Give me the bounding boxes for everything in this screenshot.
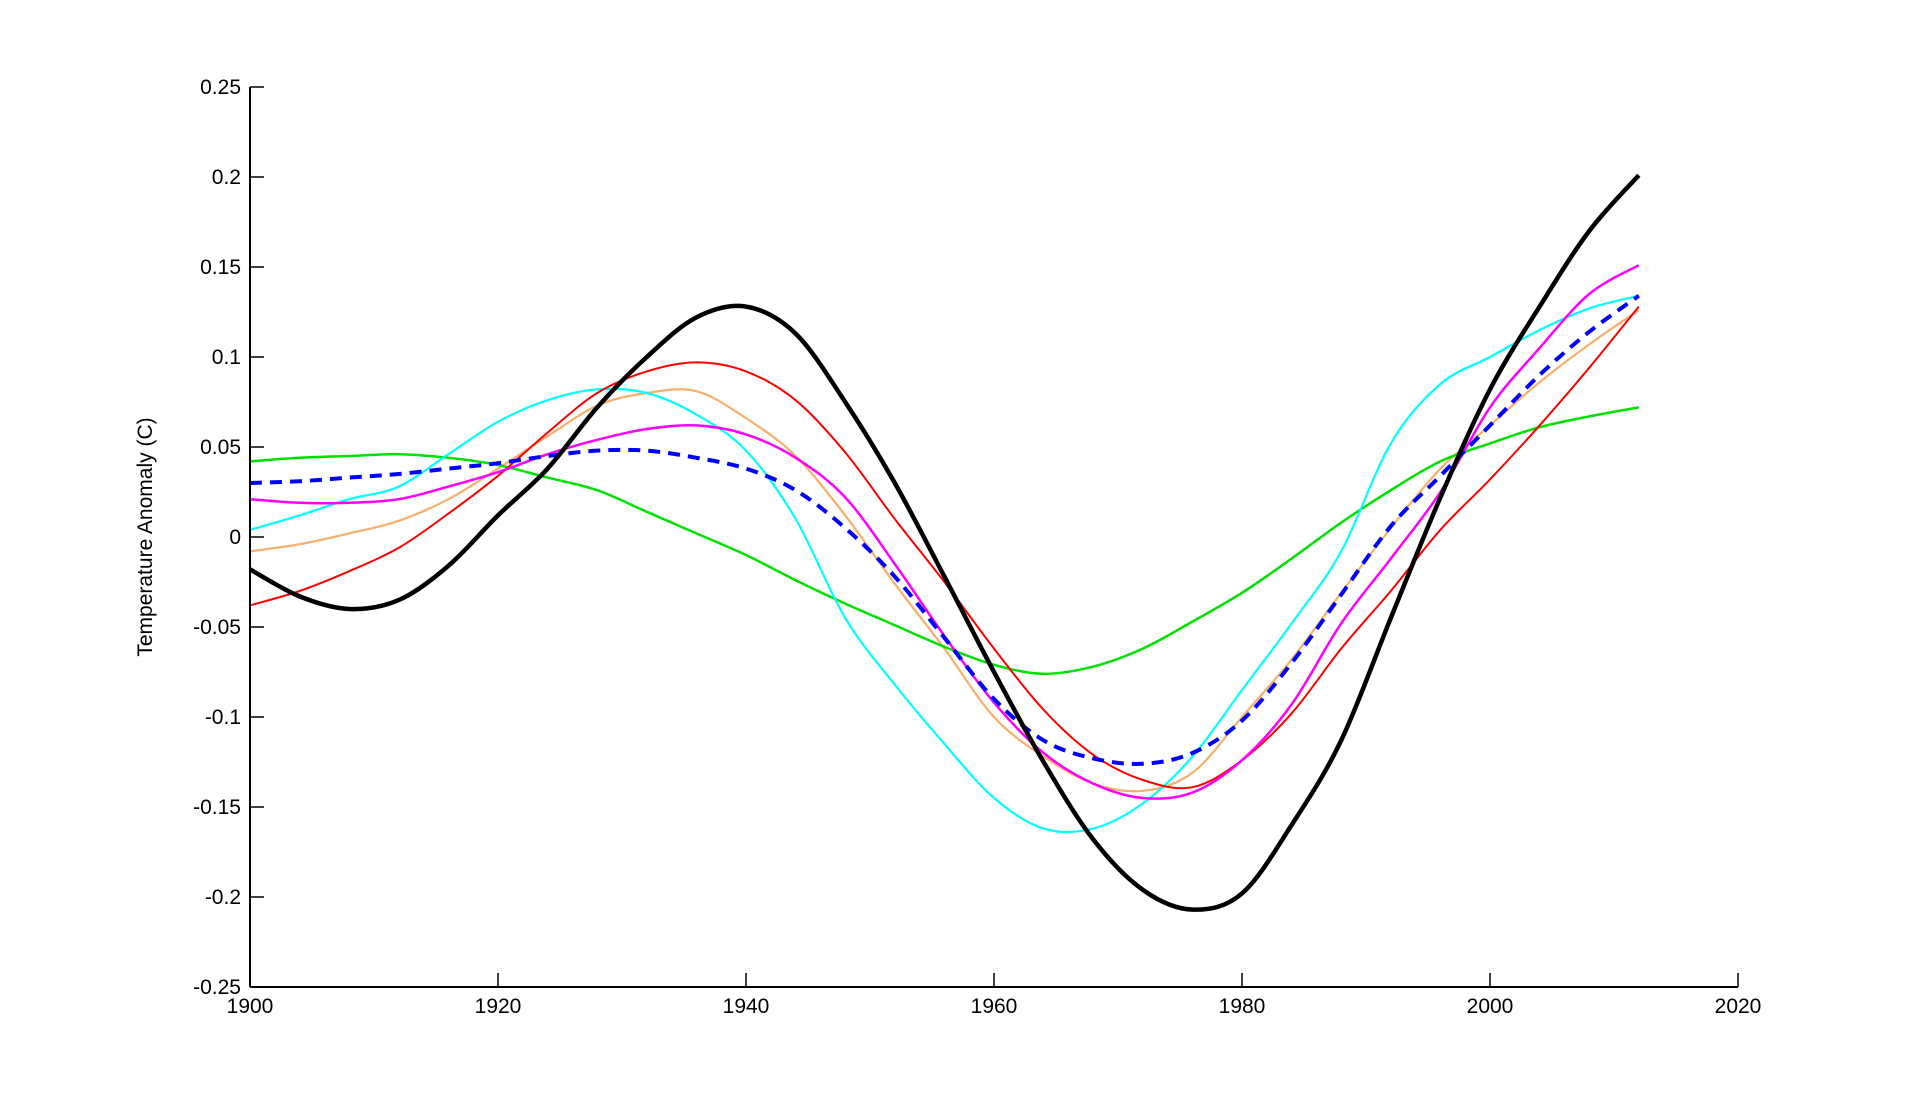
x-tick-label: 1960: [971, 995, 1018, 1018]
x-tick-label: 2000: [1467, 995, 1514, 1018]
y-tick-label: 0.1: [212, 346, 241, 369]
y-tick-label: -0.25: [193, 976, 241, 999]
y-tick-label: 0.2: [212, 166, 241, 189]
y-tick-label: -0.1: [205, 706, 241, 729]
series-green-line: [249, 406, 1640, 676]
x-tick-label: 2020: [1715, 995, 1762, 1018]
series-red-line: [249, 305, 1640, 790]
series-black-bold-line: [248, 173, 1641, 912]
y-tick-label: 0: [229, 526, 241, 549]
x-tick-label: 1920: [475, 995, 522, 1018]
x-tick-label: 1900: [227, 995, 274, 1018]
series-blue-dashed-line: [249, 294, 1640, 766]
y-tick-label: 0.15: [200, 256, 241, 279]
y-tick-label: 0.25: [200, 76, 241, 99]
y-tick-label: -0.2: [205, 886, 241, 909]
series-orange-line: [249, 309, 1640, 793]
y-axis-title: Temperature Anomaly (C): [134, 417, 157, 656]
y-tick-label: -0.05: [193, 616, 241, 639]
x-tick-label: 1940: [723, 995, 770, 1018]
y-tick-label: 0.05: [200, 436, 241, 459]
series-magenta-line: [249, 264, 1640, 800]
y-tick-label: -0.15: [193, 796, 241, 819]
series-cyan-line: [249, 294, 1640, 834]
x-tick-label: 1980: [1219, 995, 1266, 1018]
